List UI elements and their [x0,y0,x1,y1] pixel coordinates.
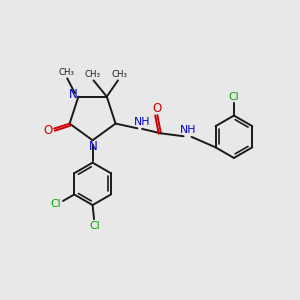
Text: O: O [152,102,161,115]
Text: CH₃: CH₃ [58,68,75,77]
Text: Cl: Cl [51,199,61,209]
Text: NH: NH [134,117,150,128]
Text: CH₃: CH₃ [84,70,100,79]
Text: NH: NH [180,125,196,135]
Text: Cl: Cl [229,92,239,102]
Text: N: N [69,88,77,101]
Text: N: N [89,140,98,153]
Text: CH₃: CH₃ [111,70,128,79]
Text: Cl: Cl [89,221,100,231]
Text: O: O [44,124,53,137]
